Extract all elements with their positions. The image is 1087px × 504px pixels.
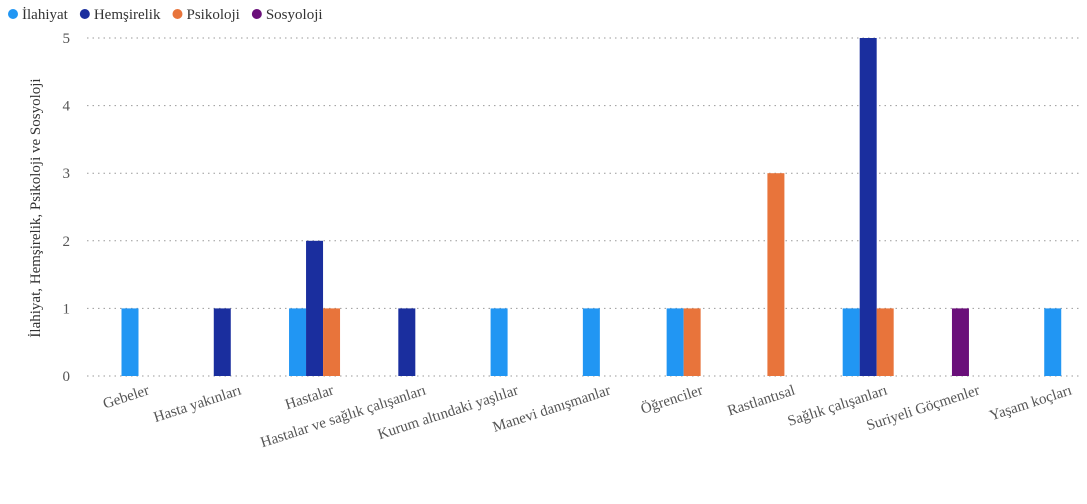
bar-ilahiyat-kurum-altindaki-yaslilar	[490, 308, 508, 376]
y-tick-label-1: 1	[63, 301, 71, 317]
bar-ilahiyat-gebeler	[121, 308, 139, 376]
bar-hemsirelik-hasta-yakinlari	[213, 308, 231, 376]
bar-ilahiyat-manevi-danismanlar	[582, 308, 600, 376]
x-tick-label-yasam-koclari: Yaşam koçları	[988, 383, 1074, 425]
y-axis-ticks: 0 1 2 3 4 5	[63, 31, 71, 385]
legend-label-sosyoloji: Sosyoloji	[266, 7, 323, 23]
y-tick-label-5: 5	[63, 31, 71, 47]
bar-ilahiyat-yasam-koclari	[1044, 308, 1062, 376]
y-tick-label-4: 4	[63, 99, 71, 115]
y-tick-label-0: 0	[63, 369, 71, 385]
x-tick-label-gebeler: Gebeler	[101, 383, 151, 413]
bar-hemsirelik-saglik-calisanlari	[859, 38, 877, 376]
y-tick-label-3: 3	[63, 166, 71, 182]
gridlines	[87, 37, 1082, 377]
legend-label-ilahiyat: İlahiyat	[22, 7, 69, 23]
bar-ilahiyat-hastalar	[289, 308, 307, 376]
bar-psikoloji-ogrenciler	[683, 308, 701, 376]
legend: İlahiyat Hemşirelik Psikoloji Sosyoloji	[8, 7, 323, 23]
bar-psikoloji-saglik-calisanlari	[876, 308, 894, 376]
bar-ilahiyat-saglik-calisanlari	[842, 308, 860, 376]
bar-ilahiyat-ogrenciler	[666, 308, 684, 376]
bar-hemsirelik-hastalar-ve-saglik-calisanlari	[398, 308, 416, 376]
x-tick-label-ogrenciler: Öğrenciler	[639, 382, 705, 418]
x-tick-label-hastalar-ve-saglik-calisanlari: Hastalar ve sağlık çalışanları	[259, 383, 428, 452]
bar-psikoloji-hastalar	[323, 308, 341, 376]
legend-marker-psikoloji	[172, 9, 183, 19]
bar-hemsirelik-hastalar	[306, 240, 324, 376]
y-axis-label: İlahiyat, Hemşirelik, Psikoloji ve Sosyo…	[28, 78, 44, 337]
legend-marker-hemsirelik	[79, 9, 90, 19]
legend-label-hemsirelik: Hemşirelik	[94, 7, 161, 23]
y-tick-label-2: 2	[63, 234, 71, 250]
x-tick-label-hasta-yakinlari: Hasta yakınları	[152, 383, 244, 426]
bar-psikoloji-rastlantisal	[767, 173, 785, 376]
legend-marker-sosyoloji	[251, 9, 262, 19]
legend-label-psikoloji: Psikoloji	[186, 7, 239, 23]
bars	[121, 38, 1062, 376]
legend-marker-ilahiyat	[8, 9, 18, 19]
x-tick-label-hastalar: Hastalar	[283, 383, 335, 414]
bar-sosyoloji-suriyeli-gocmenler	[951, 308, 969, 376]
